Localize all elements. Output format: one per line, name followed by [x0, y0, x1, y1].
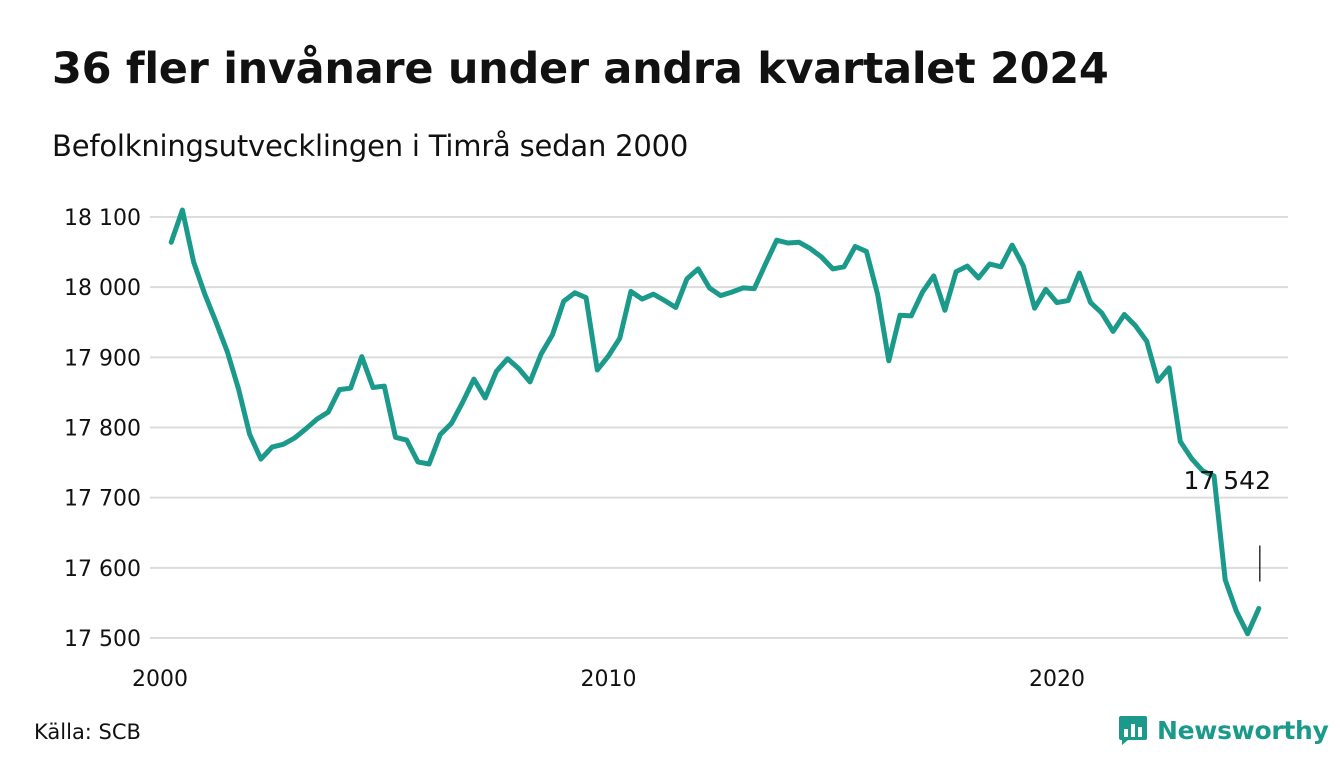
x-tick-label: 2020 — [1029, 667, 1085, 692]
x-axis-tick-labels: 2000 2010 2020 — [132, 667, 1085, 692]
grid-lines — [150, 216, 1288, 639]
bar-chart-logo-icon — [1119, 716, 1147, 745]
y-tick-label: 17 500 — [64, 627, 141, 652]
source-note: Källa: SCB — [34, 720, 141, 744]
y-tick-label: 17 800 — [64, 417, 141, 442]
y-tick-label: 17 900 — [64, 346, 141, 371]
chart-title: 36 fler invånare under andra kvartalet 2… — [52, 44, 1109, 94]
population-line — [168, 207, 1262, 637]
y-tick-label: 18 000 — [64, 276, 141, 301]
y-tick-label: 17 600 — [64, 557, 141, 582]
last-value-label: 17 542 — [1184, 466, 1271, 495]
x-tick-label: 2000 — [132, 667, 188, 692]
y-tick-label: 18 100 — [64, 206, 141, 231]
brand-name: Newsworthy — [1157, 715, 1329, 745]
y-axis-tick-labels: 17 500 17 600 17 700 17 800 17 900 18 000 18 1… — [64, 206, 141, 652]
brand-logo[interactable]: Newsworthy — [1118, 714, 1329, 746]
chart-subtitle: Befolkningsutvecklingen i Timrå sedan 20… — [52, 129, 689, 163]
x-tick-label: 2010 — [581, 667, 637, 692]
y-tick-label: 17 700 — [64, 487, 141, 512]
